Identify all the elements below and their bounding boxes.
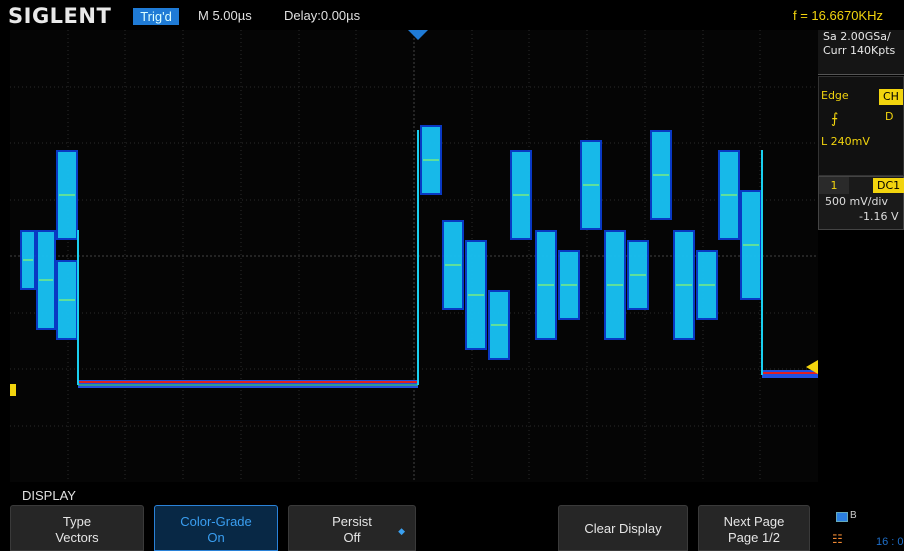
- frequency-readout: f = 16.6670KHz: [793, 8, 883, 23]
- channel-number: 1: [819, 177, 849, 194]
- trigger-level-marker: [806, 360, 818, 374]
- channel1-ground-marker: [10, 384, 16, 396]
- channel-offset: -1.16 V: [859, 210, 899, 223]
- trigger-level: L 240mV: [821, 135, 870, 148]
- delay-readout: Delay:0.00µs: [284, 8, 361, 23]
- trigger-source: CH: [879, 89, 903, 105]
- rising-edge-icon: ⨍: [831, 110, 839, 126]
- brand-logo: SIGLENT: [8, 4, 112, 28]
- timebase-readout: M 5.00µs: [198, 8, 252, 23]
- diamond-arrow-icon: ◆: [398, 526, 405, 536]
- next-page-softkey[interactable]: Next Page Page 1/2: [698, 505, 810, 551]
- channel-coupling: DC1: [873, 178, 904, 193]
- softkey-label: Persist: [332, 514, 372, 529]
- trigger-position-marker: [408, 30, 428, 40]
- type-softkey[interactable]: Type Vectors: [10, 505, 144, 551]
- trigger-mode: Edge: [821, 89, 849, 102]
- clock-readout: 16 : 0: [876, 536, 904, 548]
- menu-title: DISPLAY: [22, 488, 76, 503]
- softkey-value: Page 1/2: [727, 530, 781, 545]
- softkey-label: Type: [62, 514, 92, 529]
- softkey-value: Vectors: [55, 530, 99, 545]
- trigger-info[interactable]: Edge CH ⨍ D L 240mV: [818, 76, 904, 176]
- status-area: B ☷ 16 : 0: [830, 510, 904, 551]
- waveform-canvas: [10, 30, 818, 482]
- softkey-value: Off: [343, 530, 361, 545]
- channel-scale: 500 mV/div: [825, 195, 888, 208]
- channel1-waveform: [20, 125, 818, 388]
- right-info-panel: Sa 2.00GSa/ Curr 140Kpts Edge CH ⨍ D L 2…: [818, 30, 904, 482]
- network-icon: ☷: [832, 532, 843, 546]
- sample-rate: Sa 2.00GSa/: [823, 30, 891, 43]
- memory-depth: Curr 140Kpts: [823, 44, 896, 57]
- softkey-label: Color-Grade: [180, 514, 252, 529]
- waveform-display: [10, 30, 818, 482]
- trigger-coupling: D: [885, 110, 894, 123]
- usb-label: B: [850, 510, 857, 521]
- color-grade-softkey[interactable]: Color-Grade On: [154, 505, 278, 551]
- channel1-info[interactable]: 1 DC1 500 mV/div -1.16 V: [818, 176, 904, 230]
- usb-icon: [836, 512, 848, 522]
- trigger-status-badge: Trig'd: [133, 8, 179, 25]
- softkey-label: Next Page: [723, 514, 785, 529]
- softkey-value: On: [207, 530, 225, 545]
- top-status-bar: SIGLENT Trig'd M 5.00µs Delay:0.00µs f =…: [0, 0, 904, 30]
- clear-display-softkey[interactable]: Clear Display: [558, 505, 688, 551]
- graticule-grid: [10, 30, 818, 482]
- softkey-label: Clear Display: [584, 521, 662, 536]
- persist-softkey[interactable]: Persist Off ◆: [288, 505, 416, 551]
- acquisition-info: Sa 2.00GSa/ Curr 140Kpts: [818, 30, 904, 75]
